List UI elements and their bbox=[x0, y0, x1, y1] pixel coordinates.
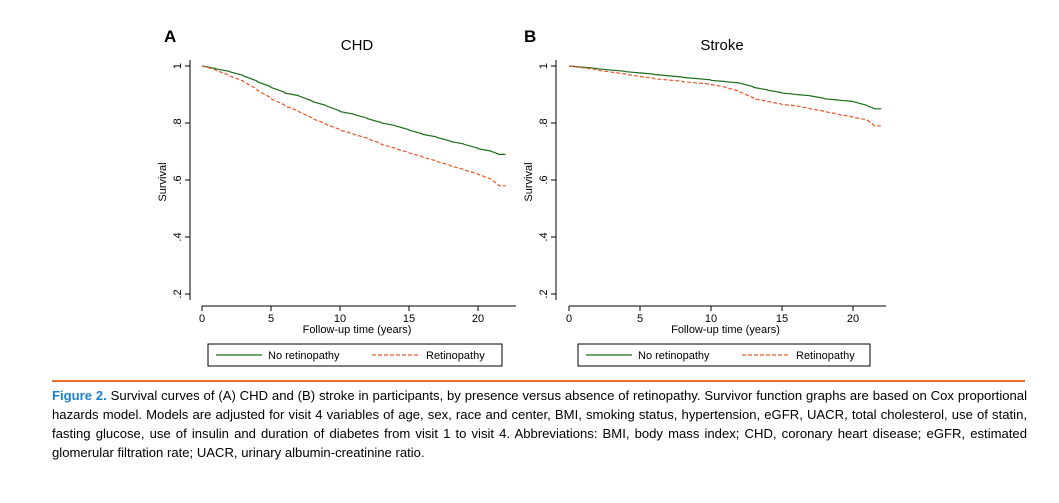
chart-title: Stroke bbox=[700, 37, 743, 54]
legend-label: Retinopathy bbox=[796, 350, 855, 362]
y-tick-label: 1 bbox=[172, 63, 184, 69]
legend: No retinopathy Retinopathy bbox=[577, 343, 871, 367]
x-tick-label: 5 bbox=[637, 313, 643, 325]
x-axis-title: Follow-up time (years) bbox=[303, 324, 412, 336]
caption-divider bbox=[52, 380, 1025, 382]
x-tick-label: 0 bbox=[566, 313, 572, 325]
y-axis-title: Survival bbox=[157, 162, 169, 201]
panel-label: B bbox=[524, 27, 536, 46]
y-tick-label: .2 bbox=[172, 289, 184, 298]
x-tick-label: 5 bbox=[268, 313, 274, 325]
series-retinopathy bbox=[568, 65, 882, 127]
y-tick-label: .2 bbox=[538, 289, 550, 298]
legend-label: Retinopathy bbox=[426, 350, 485, 362]
y-tick-label: .6 bbox=[172, 175, 184, 184]
series-retinopathy bbox=[201, 65, 506, 187]
y-tick-label: .8 bbox=[172, 118, 184, 127]
caption-text: Survival curves of (A) CHD and (B) strok… bbox=[52, 388, 1027, 460]
x-tick-label: 15 bbox=[776, 313, 788, 325]
x-tick-label: 10 bbox=[334, 313, 346, 325]
x-tick-label: 0 bbox=[199, 313, 205, 325]
x-tick-label: 15 bbox=[403, 313, 415, 325]
x-tick-label: 10 bbox=[705, 313, 717, 325]
y-tick-label: .4 bbox=[172, 232, 184, 241]
caption-label: Figure 2. bbox=[52, 388, 107, 403]
x-axis-title: Follow-up time (years) bbox=[671, 324, 780, 336]
y-tick-label: .8 bbox=[538, 118, 550, 127]
x-tick-label: 20 bbox=[847, 313, 859, 325]
panel-label: A bbox=[164, 27, 176, 46]
series-no-retinopathy bbox=[568, 65, 882, 110]
legend: No retinopathy Retinopathy bbox=[207, 343, 503, 367]
figure-caption: Figure 2. Survival curves of (A) CHD and… bbox=[52, 386, 1027, 462]
legend-box bbox=[207, 343, 503, 367]
series-no-retinopathy bbox=[201, 65, 506, 155]
chart-title: CHD bbox=[341, 37, 374, 54]
x-tick-label: 20 bbox=[472, 313, 484, 325]
legend-label: No retinopathy bbox=[268, 350, 340, 362]
y-tick-label: 1 bbox=[538, 63, 550, 69]
y-tick-label: .4 bbox=[538, 232, 550, 241]
y-axis-title: Survival bbox=[523, 162, 535, 201]
y-tick-label: .6 bbox=[538, 175, 550, 184]
legend-box bbox=[577, 343, 871, 367]
legend-label: No retinopathy bbox=[638, 350, 710, 362]
